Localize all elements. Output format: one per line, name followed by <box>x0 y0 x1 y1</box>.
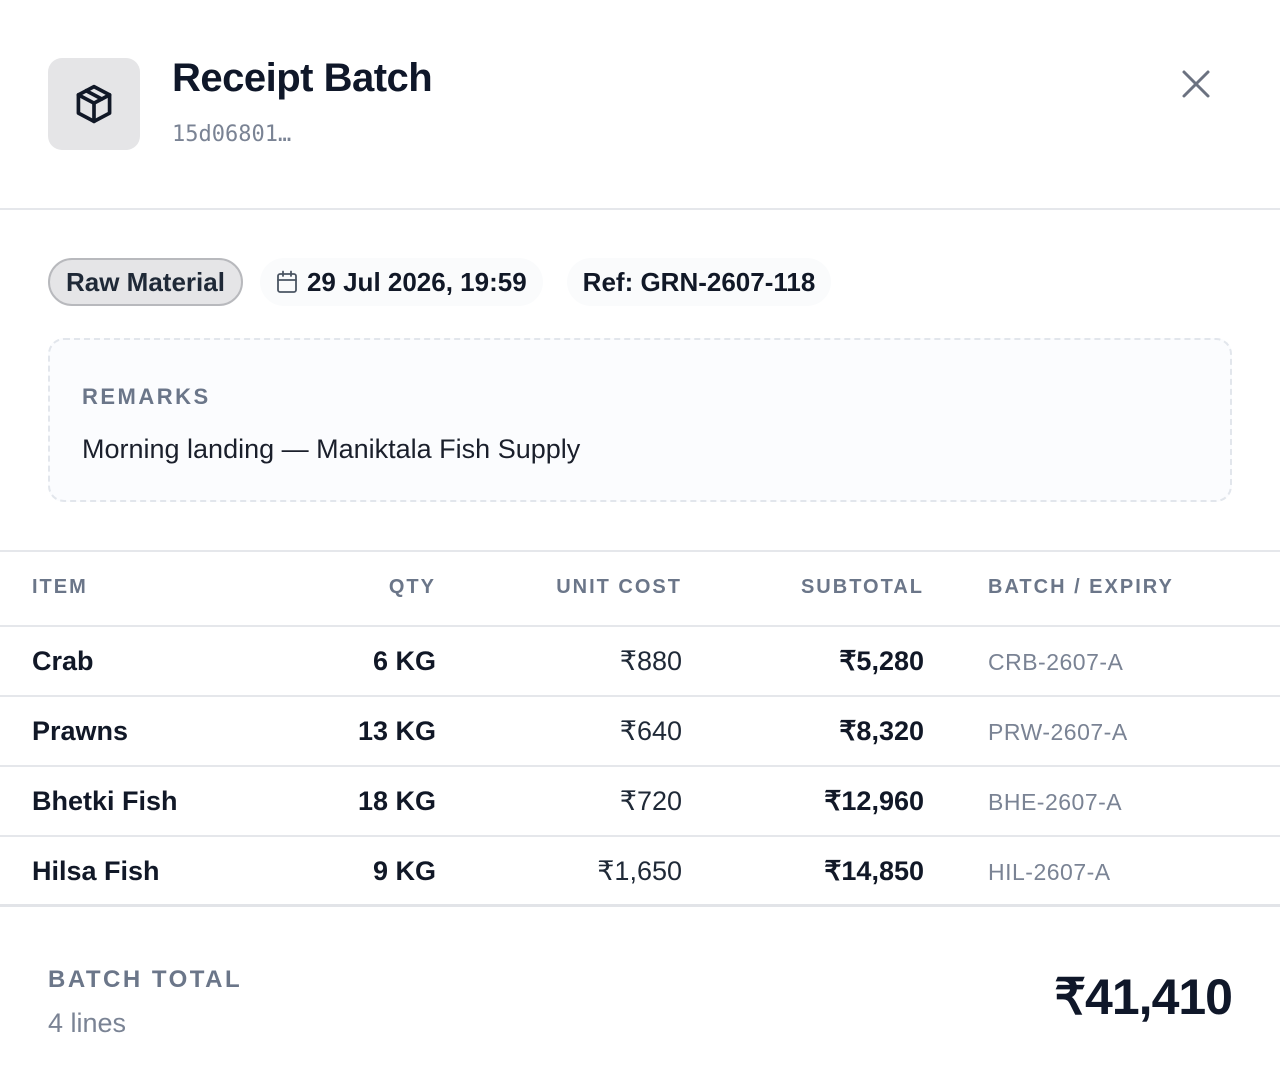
item-unit-cost: ₹640 <box>619 716 682 746</box>
item-name: Bhetki Fish <box>32 786 178 816</box>
close-button[interactable] <box>1168 56 1224 112</box>
table-header: ITEM QTY UNIT COST SUBTOTAL BATCH / EXPI… <box>0 552 1280 627</box>
item-batch: HIL-2607-A <box>988 859 1111 885</box>
item-unit-cost: ₹720 <box>619 786 682 816</box>
header-qty: QTY <box>388 576 436 598</box>
close-icon <box>1182 70 1210 98</box>
item-qty: 13 KG <box>357 716 436 746</box>
line-count: 4 lines <box>48 1008 127 1038</box>
table-row: Bhetki Fish 18 KG ₹720 ₹12,960 BHE-2607-… <box>0 767 1280 837</box>
date-chip: 29 Jul 2026, 19:59 <box>259 258 543 306</box>
remarks-text: Morning landing — Maniktala Fish Supply <box>82 434 581 464</box>
item-name: Crab <box>32 646 94 676</box>
category-badge: Raw Material <box>48 258 243 306</box>
package-icon <box>48 58 140 150</box>
calendar-icon <box>276 270 298 294</box>
item-subtotal: ₹14,850 <box>824 856 924 886</box>
batch-id: 15d06801… <box>172 122 292 147</box>
item-name: Hilsa Fish <box>32 856 160 886</box>
item-batch: CRB-2607-A <box>988 649 1124 675</box>
item-qty: 9 KG <box>372 856 436 886</box>
header-subtotal: SUBTOTAL <box>800 576 924 598</box>
header-unit-cost: UNIT COST <box>556 576 682 598</box>
table-row: Crab 6 KG ₹880 ₹5,280 CRB-2607-A <box>0 627 1280 697</box>
item-subtotal: ₹12,960 <box>824 786 924 816</box>
item-unit-cost: ₹880 <box>619 646 682 676</box>
batch-total-label: BATCH TOTAL <box>48 966 243 993</box>
item-unit-cost: ₹1,650 <box>597 856 682 886</box>
item-qty: 6 KG <box>372 646 436 676</box>
remarks-box: REMARKS Morning landing — Maniktala Fish… <box>48 338 1232 502</box>
reference-chip: Ref: GRN-2607-118 <box>566 258 832 306</box>
batch-total-amount: ₹41,410 <box>1054 969 1233 1025</box>
modal-header: Receipt Batch 15d06801… <box>0 0 1280 210</box>
meta-row: Raw Material 29 Jul 2026, 19:59 Ref: GRN… <box>48 258 832 306</box>
date-text: 29 Jul 2026, 19:59 <box>306 266 527 297</box>
remarks-label: REMARKS <box>82 384 211 409</box>
page-title: Receipt Batch <box>172 56 433 100</box>
item-qty: 18 KG <box>357 786 436 816</box>
items-table: ITEM QTY UNIT COST SUBTOTAL BATCH / EXPI… <box>0 550 1280 907</box>
table-row: Prawns 13 KG ₹640 ₹8,320 PRW-2607-A <box>0 697 1280 767</box>
table-row: Hilsa Fish 9 KG ₹1,650 ₹14,850 HIL-2607-… <box>0 837 1280 907</box>
header-item: ITEM <box>32 576 88 598</box>
item-batch: BHE-2607-A <box>988 789 1123 815</box>
item-name: Prawns <box>32 716 129 746</box>
item-subtotal: ₹8,320 <box>839 716 924 746</box>
item-subtotal: ₹5,280 <box>839 646 924 676</box>
header-batch-expiry: BATCH / EXPIRY <box>988 576 1174 598</box>
item-batch: PRW-2607-A <box>988 719 1128 745</box>
